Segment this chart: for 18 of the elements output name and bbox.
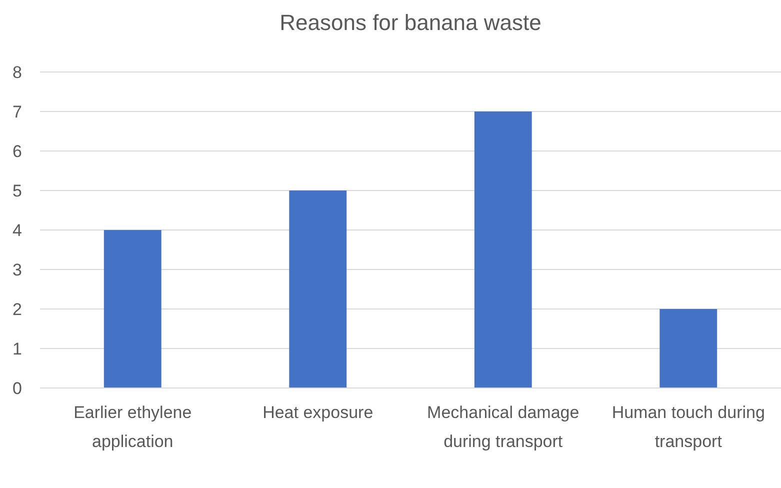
y-tick-label: 7 [12,102,22,122]
bar [104,230,162,388]
y-tick-label: 3 [12,260,22,280]
x-tick-label: Mechanical damage during transport [427,403,580,451]
y-tick-label: 4 [12,220,22,240]
bar [289,190,347,388]
y-tick-label: 8 [12,62,22,82]
x-tick-label: Heat exposure [262,403,374,422]
bar [660,309,718,388]
y-tick-label: 6 [12,142,22,161]
x-tick-label: Earlier ethylene application [74,403,192,451]
y-tick-label: 1 [12,339,22,358]
y-tick-label: 5 [12,181,22,200]
y-tick-label: 0 [12,378,22,398]
chart-title: Reasons for banana waste [280,10,542,35]
y-tick-label: 2 [12,300,22,319]
x-tick-label: Human touch during transport [612,403,765,451]
bar [474,112,532,388]
